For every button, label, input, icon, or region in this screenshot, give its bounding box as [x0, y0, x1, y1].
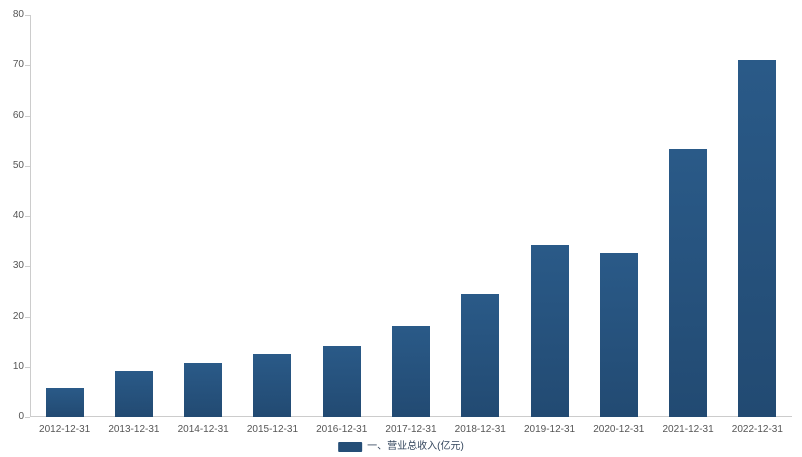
y-axis-label: 80 — [12, 9, 24, 20]
y-axis-tick — [25, 115, 30, 117]
x-axis-label: 2019-12-31 — [523, 424, 576, 435]
bar[interactable] — [738, 59, 777, 417]
x-axis-label: 2021-12-31 — [662, 424, 714, 435]
y-axis-label: 70 — [12, 59, 24, 71]
bar[interactable] — [184, 363, 223, 417]
bar[interactable] — [599, 253, 638, 417]
y-axis-label: 0 — [18, 411, 24, 422]
y-axis-label: 50 — [12, 159, 24, 171]
legend-marker-icon — [338, 442, 363, 452]
x-axis-label: 2017-12-31 — [385, 424, 437, 435]
bar[interactable] — [253, 354, 292, 417]
y-axis-tick — [25, 316, 30, 318]
x-axis-label: 2016-12-31 — [316, 424, 368, 435]
legend-label: 一、营业总收入(亿元) — [367, 441, 464, 452]
x-axis-label: 2018-12-31 — [454, 424, 506, 435]
bar[interactable] — [530, 245, 569, 417]
bar[interactable] — [322, 346, 361, 417]
bar[interactable] — [45, 387, 84, 417]
y-axis-tick — [25, 15, 30, 16]
x-axis-label: 2020-12-31 — [593, 424, 645, 435]
x-axis-label: 2014-12-31 — [177, 424, 229, 435]
y-axis-tick — [25, 216, 30, 217]
x-axis-label: 2015-12-31 — [246, 424, 299, 435]
y-axis-tick — [25, 417, 30, 418]
bar[interactable] — [669, 149, 708, 417]
y-axis-tick — [25, 366, 30, 368]
legend-item-revenue[interactable]: 一、营业总收入(亿元) — [338, 441, 464, 453]
bar[interactable] — [461, 294, 500, 417]
y-axis-label: 30 — [12, 260, 24, 272]
y-axis-label: 10 — [12, 360, 24, 372]
y-axis-tick — [25, 266, 30, 268]
bar[interactable] — [114, 370, 153, 417]
x-axis-label: 2022-12-31 — [731, 424, 783, 435]
x-axis-label: 2013-12-31 — [108, 424, 160, 435]
x-axis-label: 2012-12-31 — [39, 424, 91, 435]
y-axis-tick — [25, 165, 30, 167]
y-axis-label: 60 — [12, 109, 24, 121]
bar[interactable] — [392, 325, 430, 417]
y-axis-tick — [25, 65, 30, 67]
y-axis-label: 40 — [12, 210, 24, 221]
y-axis-label: 20 — [12, 310, 24, 322]
